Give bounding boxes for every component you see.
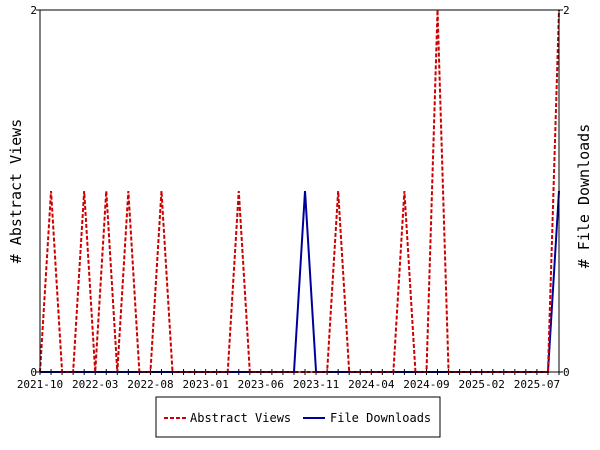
y-tick-label-left: 2	[30, 4, 37, 17]
x-tick-label: 2023-11	[293, 378, 339, 391]
x-tick-label: 2023-06	[238, 378, 284, 391]
x-tick-label: 2025-07	[514, 378, 560, 391]
legend-label-file-downloads: File Downloads	[330, 411, 431, 425]
legend-label-abstract-views: Abstract Views	[190, 411, 291, 425]
legend: Abstract Views File Downloads	[155, 396, 441, 438]
x-tick-label: 2022-03	[72, 378, 118, 391]
x-tick-label: 2023-01	[182, 378, 228, 391]
x-tick-label: 2024-04	[348, 378, 395, 391]
series-line-file-downloads	[40, 190, 560, 373]
right-axis-title: # File Downloads	[575, 124, 593, 269]
series-lines	[39, 9, 560, 373]
y-tick-label-left: 0	[30, 366, 37, 379]
x-tick-label: 2024-09	[403, 378, 449, 391]
y-tick-label-right: 2	[563, 4, 570, 17]
legend-box	[155, 396, 441, 438]
plot-area-border	[39, 9, 560, 373]
left-axis-title: # Abstract Views	[7, 119, 25, 264]
y-tick-label-right: 0	[563, 366, 570, 379]
x-tick-label: 2022-08	[127, 378, 173, 391]
x-tick-label: 2025-02	[459, 378, 505, 391]
series-line-abstract-views	[39, 9, 560, 373]
y-tick-labels: 0 2 0 2	[30, 4, 569, 379]
x-tick-label: 2021-10	[17, 378, 63, 391]
x-tick-labels: 2021-10 2022-03 2022-08 2023-01 2023-06 2023-…	[17, 378, 560, 391]
